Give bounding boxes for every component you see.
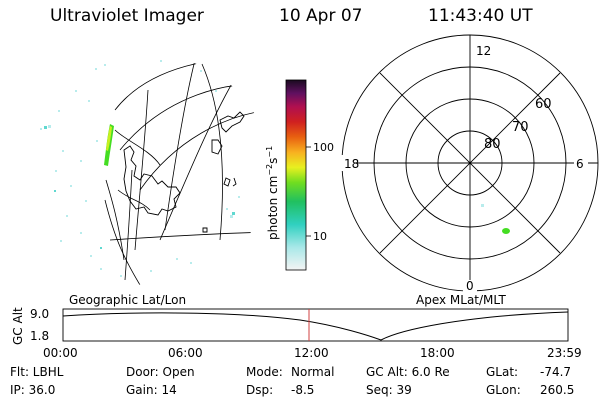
polar-diagonal-b	[379, 72, 561, 254]
polar-aurora-spot	[502, 228, 510, 234]
glon-label: GLon:	[486, 383, 521, 397]
altitude-x-tick-1200: 12:00	[294, 346, 329, 360]
noise-speckles	[40, 60, 240, 277]
mode-label: Mode:	[246, 365, 283, 379]
gain-readout: Gain: 14	[126, 383, 177, 397]
dsp-label: Dsp:	[246, 383, 274, 397]
polar-lat-label-80: 80	[484, 137, 501, 152]
latlon-grid	[104, 58, 270, 285]
polar-speckle	[481, 204, 484, 207]
panel-label-geographic: Geographic Lat/Lon	[69, 293, 187, 307]
colorbar	[285, 79, 307, 271]
colorbar-tick-label-10: 10	[313, 230, 327, 243]
noise-speckles-bright	[44, 126, 235, 249]
colorbar-unit-label: photon cm−2s−1	[265, 146, 280, 240]
seq-readout: Seq: 39	[366, 383, 412, 397]
glon-value: 260.5	[540, 383, 575, 397]
dsp-value: -8.5	[291, 383, 315, 397]
polar-mlt-label-0: 0	[466, 279, 474, 293]
polar-lat-label-70: 70	[512, 120, 529, 135]
polar-mlt-label-18: 18	[344, 157, 359, 171]
altitude-y-tick-min: 1.8	[30, 329, 50, 343]
mode-value: Normal	[291, 365, 335, 379]
polar-lat-label-60: 60	[535, 97, 552, 112]
altitude-x-tick-1800: 18:00	[420, 346, 455, 360]
altitude-curve	[62, 311, 569, 341]
geographic-image	[40, 58, 270, 285]
coastlines	[123, 111, 245, 233]
altitude-x-tick-2359: 23:59	[547, 346, 582, 360]
altitude-y-tick-max: 9.0	[30, 307, 50, 321]
filter-readout: Flt: LBHL	[10, 365, 64, 379]
door-readout: Door: Open	[126, 365, 195, 379]
ip-readout: IP: 36.0	[10, 383, 56, 397]
altitude-plot-frame	[62, 308, 569, 342]
altitude-axis-label: GC Alt	[11, 307, 25, 345]
time-label: 11:43:40 UT	[428, 6, 533, 26]
colorbar-tick-label-100: 100	[313, 141, 334, 154]
glat-label: GLat:	[486, 365, 519, 379]
altitude-x-tick-0000: 00:00	[43, 346, 78, 360]
altitude-x-tick-0600: 06:00	[168, 346, 203, 360]
polar-plot	[341, 34, 599, 292]
horizon-edge	[201, 63, 223, 241]
app-title: Ultraviolet Imager	[50, 6, 204, 26]
date-label: 10 Apr 07	[279, 6, 363, 26]
polar-mlt-label-6: 6	[576, 157, 584, 171]
gc-alt-readout: GC Alt: 6.0 Re	[366, 365, 450, 379]
panel-label-apex: Apex MLat/MLT	[416, 293, 506, 307]
glat-value: -74.7	[540, 365, 572, 379]
polar-mlt-label-12: 12	[476, 44, 491, 58]
